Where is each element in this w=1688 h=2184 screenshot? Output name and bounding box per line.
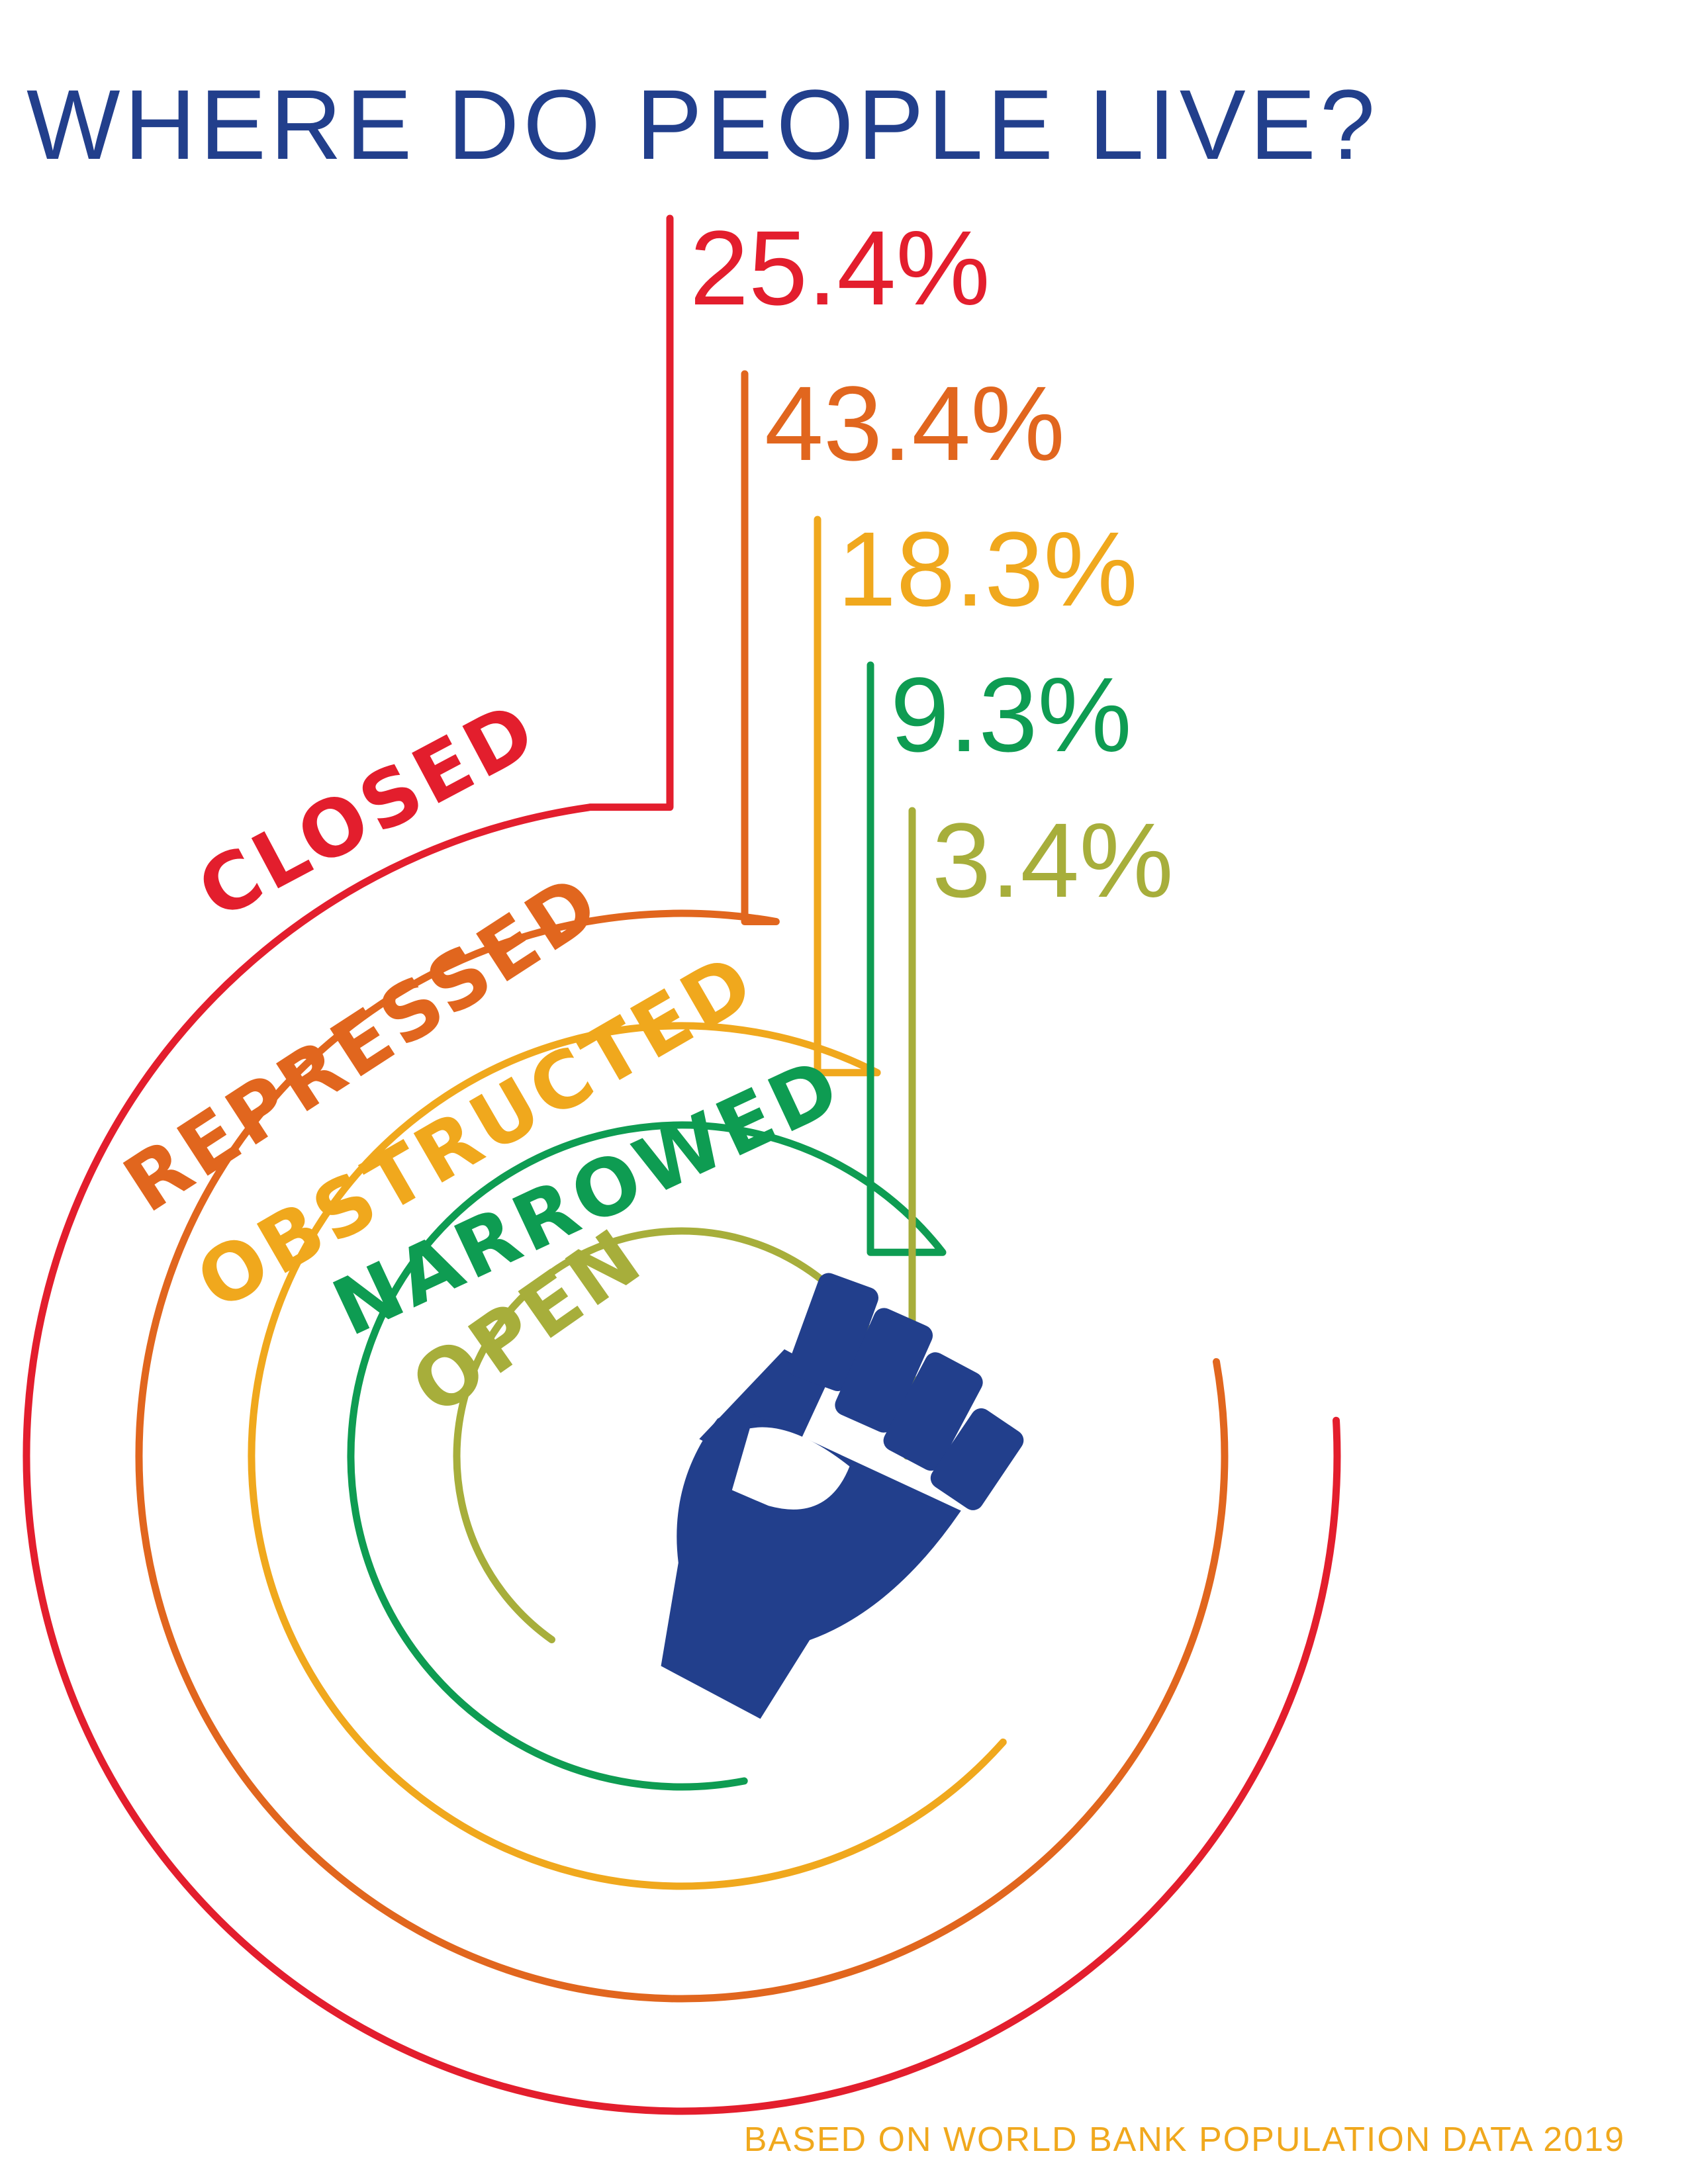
ring-obstructed bbox=[248, 516, 1007, 1890]
ring-closed bbox=[23, 214, 1341, 2115]
chart-title: WHERE DO PEOPLE LIVE? bbox=[26, 69, 1379, 180]
value-label-obstructed: 18.3% bbox=[837, 510, 1138, 628]
value-label-open: 3.4% bbox=[932, 801, 1174, 919]
source-note: BASED ON WORLD BANK POPULATION DATA 2019 bbox=[744, 2120, 1625, 2159]
value-label-narrowed: 9.3% bbox=[890, 655, 1132, 774]
value-label-closed: 25.4% bbox=[690, 208, 990, 327]
rings: 25.4%CLOSED43.4%REPRESSED18.3%OBSTRUCTED… bbox=[23, 208, 1341, 2115]
value-label-repressed: 43.4% bbox=[765, 364, 1065, 482]
ring-repressed bbox=[135, 370, 1229, 2003]
raised-fist-icon bbox=[661, 1273, 1024, 1719]
ring-narrowed bbox=[347, 661, 947, 1791]
category-label-closed: CLOSED bbox=[183, 683, 552, 937]
